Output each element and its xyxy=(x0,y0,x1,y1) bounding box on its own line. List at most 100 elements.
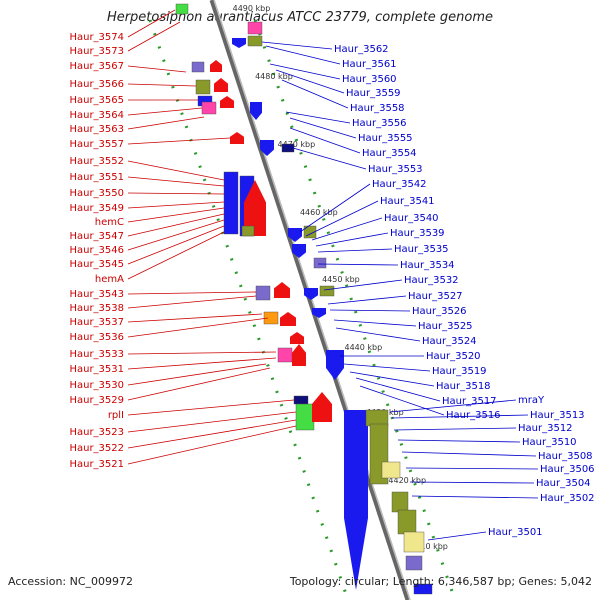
left-leader-line xyxy=(127,137,231,145)
right-leader-line xyxy=(405,467,539,470)
forward-gene-arrow xyxy=(230,132,244,144)
gene-feature-block xyxy=(397,509,417,535)
genome-stats-label: Topology: circular; Length: 6,346,587 bp… xyxy=(289,575,592,588)
right-leader-line xyxy=(389,399,517,413)
kbp-marker: 4420 kbp xyxy=(388,476,426,485)
gene-feature-block xyxy=(223,171,239,235)
genome-backbone-line xyxy=(209,0,411,600)
right-gene-label: Haur_3518 xyxy=(436,381,491,392)
right-gene-label: Haur_3532 xyxy=(404,275,459,286)
left-leader-line xyxy=(127,313,263,323)
left-gene-label: Haur_3547 xyxy=(69,231,124,242)
right-leader-line xyxy=(355,377,441,402)
left-gene-label: Haur_3546 xyxy=(69,245,124,256)
right-leader-line xyxy=(311,217,383,241)
left-gene-label: Haur_3529 xyxy=(69,395,124,406)
right-gene-label: Haur_3534 xyxy=(400,260,455,271)
forward-gene-arrow xyxy=(292,344,306,366)
reverse-gene-arrow xyxy=(326,350,344,380)
kbp-marker: 4450 kbp xyxy=(322,275,360,284)
gene-feature-block xyxy=(255,285,271,301)
gene-feature-block xyxy=(381,461,401,479)
gene-feature-block xyxy=(391,491,409,513)
left-leader-line xyxy=(127,351,277,355)
left-leader-line xyxy=(127,295,257,309)
left-leader-line xyxy=(127,357,277,370)
left-leader-line xyxy=(127,425,297,465)
gene-feature-block xyxy=(241,225,255,237)
left-gene-label: Haur_3573 xyxy=(69,46,124,57)
right-leader-line xyxy=(397,439,521,443)
right-gene-label: Haur_3540 xyxy=(384,213,439,224)
gene-feature-block xyxy=(293,395,309,405)
right-leader-line xyxy=(261,41,333,50)
gene-feature-block xyxy=(405,555,423,571)
gene-feature-block xyxy=(403,531,425,553)
left-gene-label: Haur_3557 xyxy=(69,139,124,150)
gene-feature-block xyxy=(313,257,327,269)
left-leader-line xyxy=(127,291,257,295)
right-leader-line xyxy=(427,531,487,541)
left-leader-line xyxy=(127,411,297,433)
left-leader-line xyxy=(127,83,197,87)
left-leader-line xyxy=(127,65,187,73)
left-gene-label: Haur_3549 xyxy=(69,203,124,214)
gene-feature-block xyxy=(303,225,317,239)
right-gene-label: Haur_3535 xyxy=(394,244,449,255)
right-gene-label: Haur_3502 xyxy=(540,493,595,504)
backbone-highlight xyxy=(213,0,411,600)
left-gene-label: Haur_3536 xyxy=(69,332,124,343)
left-gene-label: Haur_3564 xyxy=(69,110,124,121)
kbp-marker: 4460 kbp xyxy=(300,208,338,217)
right-leader-line xyxy=(305,200,379,237)
left-gene-label: Haur_3523 xyxy=(69,427,124,438)
right-gene-label: Haur_3525 xyxy=(418,321,473,332)
right-leader-line xyxy=(323,279,403,291)
right-gene-label: Haur_3556 xyxy=(352,118,407,129)
right-leader-line xyxy=(393,427,517,431)
left-gene-label: Haur_3550 xyxy=(69,188,124,199)
gene-feature-block xyxy=(175,3,189,15)
right-leader-line xyxy=(359,385,445,416)
gene-feature-block xyxy=(295,403,315,431)
gene-feature-block xyxy=(277,347,293,363)
right-leader-line xyxy=(285,111,351,124)
reverse-gene-arrow xyxy=(344,410,368,590)
right-leader-line xyxy=(391,414,529,419)
right-gene-label: Haur_3560 xyxy=(342,74,397,85)
right-gene-label: Haur_3520 xyxy=(426,351,481,362)
left-gene-label: Haur_3543 xyxy=(69,289,124,300)
figure-title: Herpetosiphon aurantiacus ATCC 23779, co… xyxy=(106,10,494,25)
gene-feature-block xyxy=(413,583,433,595)
left-leader-line xyxy=(127,192,225,195)
kbp-marker: 4410 kbp xyxy=(410,542,448,551)
left-gene-label: Haur_3522 xyxy=(69,443,124,454)
right-leader-line xyxy=(327,295,407,305)
right-leader-line xyxy=(333,319,417,327)
right-leader-line xyxy=(343,363,431,372)
left-leader-line xyxy=(127,231,225,280)
right-gene-label: Haur_3512 xyxy=(518,423,573,434)
left-leader-line xyxy=(127,219,225,251)
right-gene-label: Haur_3542 xyxy=(372,179,427,190)
accession-label: Accession: NC_009972 xyxy=(8,575,134,588)
forward-gene-arrow xyxy=(274,282,290,298)
reverse-gene-arrow xyxy=(232,38,246,48)
forward-gene-arrow xyxy=(214,78,228,92)
right-leader-line xyxy=(315,232,389,247)
gene-feature-block xyxy=(247,21,263,35)
reverse-gene-arrow xyxy=(260,140,274,156)
right-gene-label: Haur_3541 xyxy=(380,196,435,207)
kbp-marker: 4440 kbp xyxy=(345,343,383,352)
left-gene-label: Haur_3551 xyxy=(69,172,124,183)
reverse-gene-arrow xyxy=(250,102,262,120)
left-gene-label: hemA xyxy=(95,274,124,285)
right-gene-label: Haur_3558 xyxy=(350,103,405,114)
right-gene-label: Haur_3510 xyxy=(522,437,577,448)
right-leader-line xyxy=(317,248,393,253)
right-gene-label: Haur_3553 xyxy=(368,164,423,175)
left-leader-line xyxy=(127,207,225,223)
left-gene-label: Haur_3567 xyxy=(69,61,124,72)
